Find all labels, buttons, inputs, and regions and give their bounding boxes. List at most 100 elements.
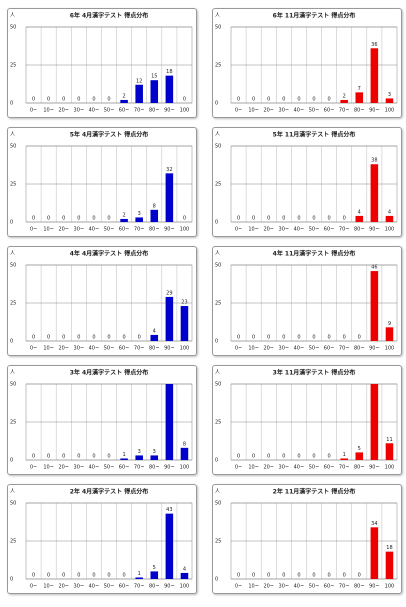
x-tick-label: 70~: [339, 227, 350, 233]
data-label: 0: [62, 97, 65, 103]
data-label: 3: [138, 211, 141, 217]
x-tick-label: 100: [180, 465, 190, 471]
x-tick-label: 100: [385, 108, 395, 114]
x-tick-label: 40~: [89, 346, 100, 352]
data-label: 0: [237, 573, 240, 579]
x-tick-label: 60~: [324, 346, 335, 352]
chart-panel: 2年 4月漢字テスト 得点分布人 0 25 50 0~ 0 10~ 0 20~ 0 30~ 0 40~ 0…: [7, 484, 197, 594]
bar: [135, 84, 143, 103]
data-label: 0: [327, 216, 330, 222]
data-label: 1: [122, 452, 125, 458]
data-label: 0: [312, 335, 315, 341]
x-tick-label: 90~: [164, 227, 175, 233]
y-axis-label: 人: [215, 13, 220, 19]
x-tick-label: 80~: [149, 465, 160, 471]
bar: [340, 458, 348, 460]
data-label: 0: [282, 335, 285, 341]
x-tick-label: 10~: [43, 227, 54, 233]
data-label: 0: [92, 454, 95, 460]
data-label: 15: [151, 74, 157, 80]
x-tick-label: 100: [385, 584, 395, 590]
y-tick-label: 25: [10, 301, 16, 307]
x-tick-label: 50~: [104, 465, 115, 471]
bar: [165, 75, 174, 103]
chart: 5年 4月漢字テスト 得点分布 人 0 25 50 0~ 0 10~ 0 20~ 0 30~ 0 40~ 0…: [10, 131, 193, 233]
x-tick-label: 60~: [324, 108, 335, 114]
x-tick-label: 50~: [104, 227, 115, 233]
data-label: 0: [183, 216, 186, 222]
data-label: 0: [297, 97, 300, 103]
x-tick-label: 0~: [235, 465, 242, 471]
data-label: 0: [62, 216, 65, 222]
data-label: 0: [327, 454, 330, 460]
x-tick-label: 50~: [309, 227, 320, 233]
y-axis-label: 人: [10, 132, 15, 138]
x-tick-label: 0~: [30, 584, 37, 590]
chart-panel: 5年 11月漢字テスト 得点分布 人 0 25 50 0~ 0 10~ 0 20~ 0 30~ 0 40~…: [212, 127, 402, 237]
chart-panel: 3年 4月漢字テスト 得点分布 人 0 25 50 0~ 0 10~ 0 20~ 0 30~ 0 40~ 0…: [7, 365, 197, 475]
data-label: 23: [181, 300, 187, 306]
chart-title: 2年 11月漢字テスト 得点分布: [273, 488, 356, 496]
data-label: 0: [282, 97, 285, 103]
x-tick-label: 10~: [248, 227, 259, 233]
data-label: 3: [388, 92, 391, 98]
x-tick-label: 80~: [354, 346, 365, 352]
data-label: 0: [47, 573, 50, 579]
data-label: 18: [166, 69, 172, 75]
x-tick-label: 70~: [339, 108, 350, 114]
data-label: 0: [122, 573, 125, 579]
data-label: 0: [252, 216, 255, 222]
x-tick-label: 20~: [58, 227, 69, 233]
data-label: 11: [386, 437, 392, 443]
data-label: 0: [183, 97, 186, 103]
x-tick-label: 80~: [149, 346, 160, 352]
chart-title: 3年 11月漢字テスト 得点分布: [273, 369, 356, 377]
x-tick-label: 90~: [369, 108, 380, 114]
x-tick-label: 100: [385, 227, 395, 233]
x-tick-label: 60~: [119, 108, 130, 114]
x-tick-label: 80~: [149, 227, 160, 233]
chart-panel: 6年 11月漢字テスト 得点分布 人 0 25 50 0~ 0 10~ 0 20~ 0 30~ 0 40~…: [212, 8, 402, 118]
chart-panel: 6年 4月漢字テスト 得点分布 人 0 25 50 0~ 0 10~ 0 20~ 0 30~ 0 40~ 0…: [7, 8, 197, 118]
data-label: 0: [107, 216, 110, 222]
x-tick-label: 0~: [30, 465, 37, 471]
x-tick-label: 40~: [294, 465, 305, 471]
bar: [385, 327, 394, 341]
y-axis-label: 人: [215, 132, 220, 138]
x-tick-label: 80~: [149, 584, 160, 590]
x-tick-label: 50~: [309, 465, 320, 471]
data-label: 0: [282, 454, 285, 460]
x-tick-label: 90~: [369, 465, 380, 471]
data-label: 0: [47, 97, 50, 103]
data-label: 0: [267, 573, 270, 579]
x-tick-label: 70~: [339, 584, 350, 590]
bar: [385, 551, 394, 579]
data-label: 1: [138, 571, 141, 577]
x-tick-label: 40~: [294, 108, 305, 114]
y-axis-label: 人: [10, 13, 15, 19]
data-label: 0: [358, 335, 361, 341]
chart: 4年 11月漢字テスト 得点分布 人 0 25 50 0~ 0 10~ 0 20~ 0 30~ 0 40~…: [215, 250, 398, 352]
x-tick-label: 90~: [164, 346, 175, 352]
x-tick-label: 70~: [134, 346, 145, 352]
x-tick-label: 20~: [263, 584, 274, 590]
chart-title: 6年 4月漢字テスト 得点分布: [70, 12, 149, 20]
data-label: 0: [237, 97, 240, 103]
y-tick-label: 50: [215, 382, 221, 388]
x-tick-label: 10~: [248, 346, 259, 352]
data-label: 0: [62, 454, 65, 460]
x-tick-label: 20~: [263, 465, 274, 471]
x-tick-label: 50~: [309, 108, 320, 114]
x-tick-label: 20~: [58, 108, 69, 114]
bar: [180, 306, 189, 341]
y-tick-label: 0: [10, 101, 13, 107]
data-label: 0: [92, 97, 95, 103]
chart: 4年 4月漢字テスト 得点分布 人 0 25 50 0~ 0 10~ 0 20~ 0 30~ 0 40~ 0…: [10, 250, 193, 352]
y-tick-label: 25: [10, 539, 16, 545]
x-tick-label: 50~: [104, 584, 115, 590]
bar: [370, 527, 379, 579]
data-label: 0: [107, 335, 110, 341]
chart-title: 4年 4月漢字テスト 得点分布: [70, 250, 149, 258]
data-label: 0: [92, 335, 95, 341]
